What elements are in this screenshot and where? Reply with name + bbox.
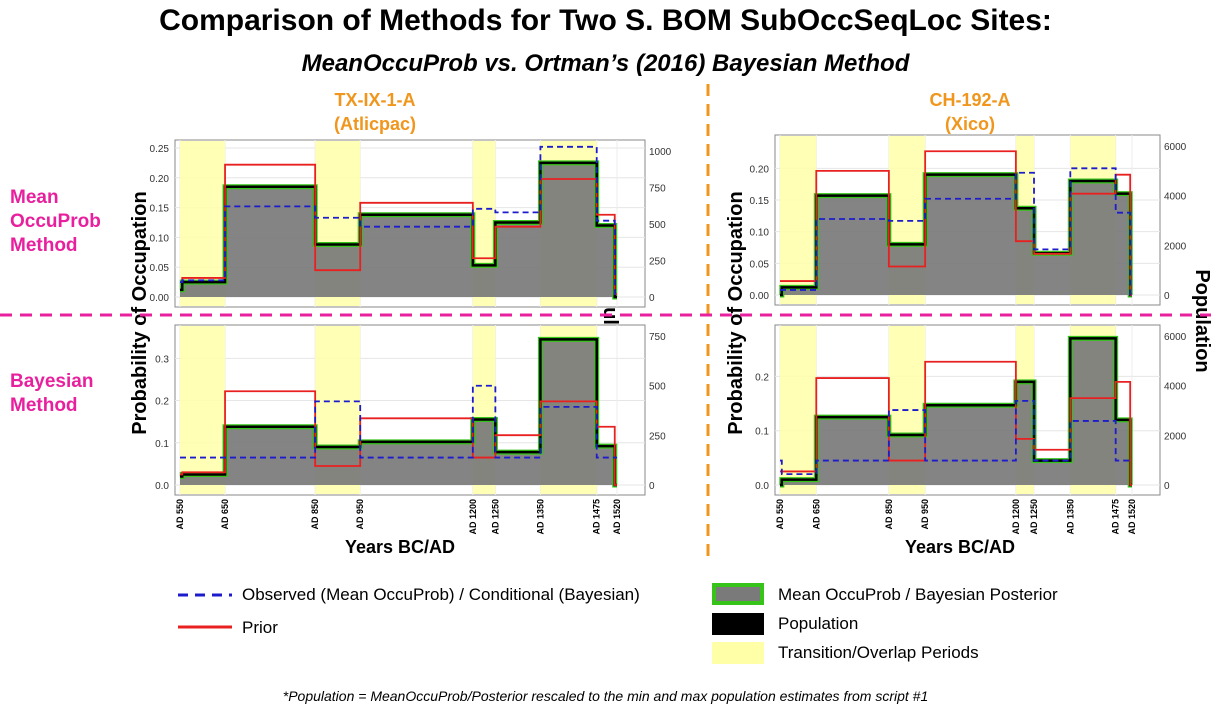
row-label-bottom-1: Bayesian (10, 371, 94, 392)
observed-line (180, 145, 617, 295)
xtick-label: AD 950 (920, 499, 930, 530)
legend-posterior-swatch (712, 583, 764, 605)
ytick-label: 0.2 (155, 397, 169, 408)
chart-panel-1: 0.00 0.05 0.10 0.15 0.20 0 2000 4000 6000 (750, 134, 1187, 306)
ytick-label: 0.00 (150, 293, 170, 304)
y2tick-label: 0 (1164, 481, 1170, 492)
site-name-right: CH-192-A (929, 90, 1011, 110)
y2tick-label: 2000 (1164, 241, 1187, 252)
y2tick-label: 4000 (1164, 382, 1187, 393)
y2tick-label: 1000 (649, 147, 672, 158)
xtick-label: AD 1250 (1029, 499, 1039, 535)
y2tick-label: 750 (649, 332, 666, 343)
row-label-top-2: OccuProb (10, 211, 101, 232)
y2tick-label: 0 (1164, 291, 1170, 302)
chart-panel-3: 0.0 0.1 0.2 0 2000 4000 6000 AD 550 AD 650 AD 850… (755, 324, 1187, 535)
y2tick-label: 750 (649, 183, 666, 194)
ytick-label: 0.1 (755, 427, 769, 438)
xtick-label: AD 1350 (535, 499, 545, 535)
row-label-top-1: Mean (10, 187, 59, 208)
transition-band (180, 326, 226, 494)
ytick-label: 0.15 (750, 196, 770, 207)
ytick-label: 0.00 (750, 291, 770, 302)
y2tick-label: 0 (649, 293, 655, 304)
ytick-label: 0.0 (155, 481, 169, 492)
y2tick-label: 500 (649, 382, 666, 393)
xtick-label: AD 850 (310, 499, 320, 530)
legend-line-swatches (178, 593, 232, 629)
legend-transition-label: Transition/Overlap Periods (778, 643, 979, 662)
ytick-label: 0.10 (750, 228, 770, 239)
legend-population-swatch (712, 613, 764, 635)
legend-population-label: Population (778, 614, 859, 633)
ytick-label: 0.10 (150, 233, 170, 244)
xlabel-left: Years BC/AD (344, 537, 456, 557)
page-subtitle: MeanOccuProb vs. Ortman’s (2016) Bayesia… (301, 50, 910, 77)
transition-band (780, 136, 817, 304)
xtick-label: AD 1200 (468, 499, 478, 535)
chart-panel-0: 0.00 0.05 0.10 0.15 0.20 0.25 0 250 500 750 1000 (150, 139, 672, 308)
xlabel-right: Years BC/AD (904, 537, 1016, 557)
legend-observed-label: Observed (Mean OccuProb) / Conditional (… (242, 585, 640, 604)
ytick-label: 0.0 (755, 481, 769, 492)
xtick-label: AD 1520 (1127, 499, 1137, 535)
ytick-label: 0.05 (150, 263, 170, 274)
observed-line (780, 399, 1132, 476)
xtick-label: AD 1250 (490, 499, 500, 535)
xtick-label: AD 550 (775, 499, 785, 530)
site-label-right: CH-192-A (Xico) (890, 88, 1050, 136)
row-label-bottom: Bayesian Method (10, 370, 93, 418)
y2tick-label: 6000 (1164, 142, 1187, 153)
xtick-label: AD 1520 (612, 499, 622, 535)
xtick-label: AD 1350 (1065, 499, 1075, 535)
posterior-area (180, 162, 617, 297)
footnote: *Population = MeanOccuProb/Posterior res… (282, 688, 929, 704)
y2tick-label: 0 (649, 481, 655, 492)
ytick-label: 0.1 (155, 439, 169, 450)
ytick-label: 0.2 (755, 372, 769, 383)
ytick-label: 0.25 (150, 144, 170, 155)
observed-line (180, 384, 617, 459)
row-label-top-3: Method (10, 235, 78, 256)
xtick-label: AD 650 (220, 499, 230, 530)
site-label-left: TX-IX-1-A (Atlicpac) (295, 88, 455, 136)
y2tick-label: 6000 (1164, 332, 1187, 343)
xtick-label: AD 650 (811, 499, 821, 530)
transition-band (780, 326, 817, 494)
xtick-label: AD 1200 (1011, 499, 1021, 535)
xtick-label: AD 950 (355, 499, 365, 530)
legend-prior-label: Prior (242, 618, 278, 637)
ytick-label: 0.15 (150, 204, 170, 215)
site-name-left: TX-IX-1-A (334, 90, 416, 110)
ytick-label: 0.20 (750, 164, 770, 175)
posterior-area (780, 338, 1132, 485)
chart-panel-2: 0.0 0.1 0.2 0.3 0 250 500 750 AD 550 AD 650 AD 850… (155, 324, 666, 535)
posterior-area (780, 174, 1132, 295)
site-sub-right: (Xico) (944, 114, 995, 134)
posterior-area (180, 339, 617, 485)
ytick-label: 0.05 (750, 259, 770, 270)
page-title: Comparison of Methods for Two S. BOM Sub… (159, 4, 1052, 37)
y2tick-label: 250 (649, 431, 666, 442)
xtick-label: AD 1475 (592, 499, 602, 535)
xtick-label: AD 550 (175, 499, 185, 530)
ytick-label: 0.3 (155, 354, 169, 365)
xtick-label: AD 1475 (1111, 499, 1121, 535)
legend-posterior-label: Mean OccuProb / Bayesian Posterior (778, 585, 1058, 604)
y2tick-label: 4000 (1164, 192, 1187, 203)
row-label-bottom-2: Method (10, 395, 78, 416)
xtick-label: AD 850 (884, 499, 894, 530)
y2tick-label: 250 (649, 256, 666, 267)
ytick-label: 0.20 (150, 174, 170, 185)
legend-transition-swatch (712, 642, 764, 664)
y2tick-label: 2000 (1164, 431, 1187, 442)
y2tick-label: 500 (649, 220, 666, 231)
row-label-top: Mean OccuProb Method (10, 186, 101, 258)
site-sub-left: (Atlicpac) (333, 114, 416, 134)
